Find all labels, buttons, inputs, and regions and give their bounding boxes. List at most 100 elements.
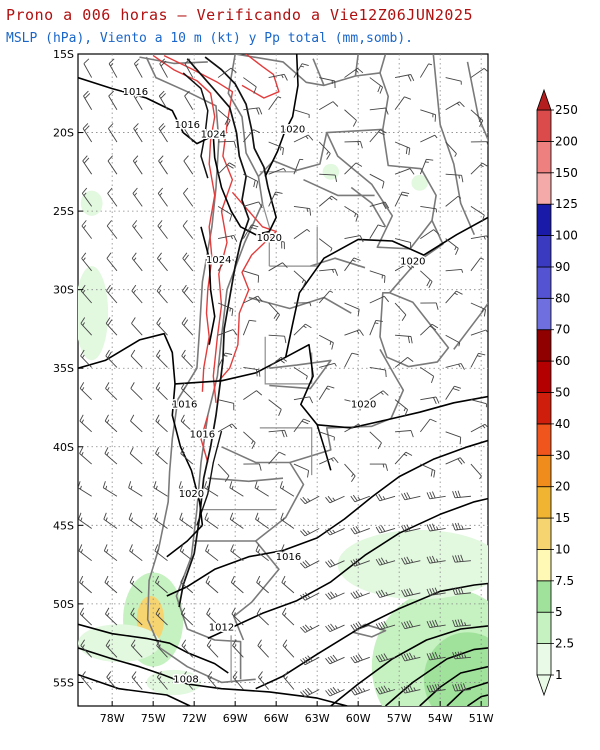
barb-feather: [403, 557, 408, 564]
barb-half-feather: [131, 580, 135, 585]
colorbar-segment: [536, 109, 552, 142]
barb-feather: [460, 554, 464, 562]
barb-feather: [359, 235, 364, 243]
barb-shaft: [344, 206, 359, 216]
wind-barb: [319, 431, 335, 441]
barb-feather: [452, 684, 456, 692]
barb-half-feather: [206, 517, 209, 522]
wind-barb: [255, 544, 269, 562]
barb-feather: [256, 390, 263, 396]
isobar-label: 1016: [190, 429, 215, 440]
barb-feather: [307, 687, 313, 694]
barb-half-feather: [81, 387, 85, 391]
wind-barb: [300, 624, 320, 633]
wind-barb: [300, 687, 320, 698]
barb-feather: [456, 290, 463, 295]
barb-shaft: [304, 495, 320, 505]
barb-feather: [182, 252, 188, 259]
barb-half-feather: [306, 229, 310, 233]
barb-shaft: [108, 128, 118, 143]
barb-half-feather: [207, 549, 210, 553]
barb-feather: [153, 481, 157, 488]
barb-feather: [302, 625, 308, 632]
wind-barb: [157, 252, 168, 272]
barb-feather: [404, 96, 412, 100]
barb-shaft: [156, 323, 168, 336]
barb-half-feather: [436, 526, 439, 530]
barb-half-feather: [157, 419, 160, 424]
barb-feather: [375, 494, 381, 502]
barb-shaft: [319, 362, 335, 368]
wind-barb: [394, 96, 412, 111]
barb-half-feather: [183, 676, 187, 680]
barb-feather: [334, 175, 338, 182]
barb-feather: [129, 544, 133, 552]
wind-barb: [79, 607, 92, 626]
barb-feather: [282, 147, 284, 155]
barb-feather: [357, 309, 360, 317]
barb-feather: [81, 252, 87, 259]
wind-barb: [129, 447, 143, 465]
barb-feather: [80, 639, 85, 646]
barb-shaft: [268, 167, 284, 175]
barb-shaft: [81, 676, 93, 690]
wind-barb: [230, 544, 244, 562]
wind-barb: [153, 481, 168, 497]
barb-half-feather: [283, 580, 286, 585]
barb-shaft: [293, 396, 310, 401]
terrain-contour: [178, 58, 250, 608]
barb-feather: [407, 357, 414, 362]
colorbar-label: 20: [555, 480, 570, 494]
wind-barb: [452, 651, 471, 660]
barb-feather: [275, 191, 283, 194]
barb-feather: [280, 512, 284, 520]
barb-shaft: [217, 329, 234, 336]
wind-barb: [420, 270, 433, 289]
barb-feather: [385, 369, 387, 378]
barb-feather: [380, 621, 386, 629]
barb-feather: [107, 187, 113, 194]
wind-barb: [401, 652, 421, 662]
barb-feather: [379, 86, 384, 94]
barb-feather: [129, 447, 134, 454]
barb-half-feather: [110, 63, 114, 67]
wind-barb: [318, 385, 335, 400]
wind-barb: [420, 134, 438, 143]
barb-half-feather: [80, 517, 83, 522]
barb-feather: [302, 281, 307, 288]
wind-barb: [401, 588, 421, 597]
wind-barb: [80, 349, 92, 368]
wind-barb: [470, 257, 484, 272]
isobar-label: 1024: [201, 129, 226, 140]
barb-feather: [154, 575, 160, 583]
barb-shaft: [217, 463, 230, 477]
barb-feather: [180, 575, 185, 583]
barb-shaft: [130, 388, 143, 400]
colorbar-label: 70: [555, 323, 570, 337]
barb-half-feather: [233, 644, 237, 648]
barb-shaft: [394, 302, 407, 316]
barb-feather: [352, 494, 358, 502]
barb-feather: [180, 607, 186, 615]
wind-barb: [319, 457, 339, 465]
barb-feather: [408, 262, 415, 269]
barb-feather: [330, 623, 336, 630]
barb-feather: [156, 284, 162, 292]
precip-area: [411, 174, 428, 191]
wind-barb: [350, 494, 370, 503]
barb-shaft: [369, 366, 386, 371]
barb-shaft: [420, 270, 433, 282]
wind-barb: [369, 129, 387, 143]
barb-half-feather: [303, 325, 307, 329]
wind-barb: [325, 591, 345, 600]
barb-feather: [279, 481, 283, 488]
barb-feather: [375, 655, 381, 663]
barb-half-feather: [380, 391, 384, 395]
wind-barb: [104, 575, 118, 594]
barb-half-feather: [158, 676, 162, 680]
barb-half-feather: [134, 127, 138, 132]
wind-barb: [79, 447, 92, 465]
barb-shaft: [243, 129, 254, 143]
barb-half-feather: [234, 676, 238, 680]
wind-barb: [394, 238, 412, 250]
